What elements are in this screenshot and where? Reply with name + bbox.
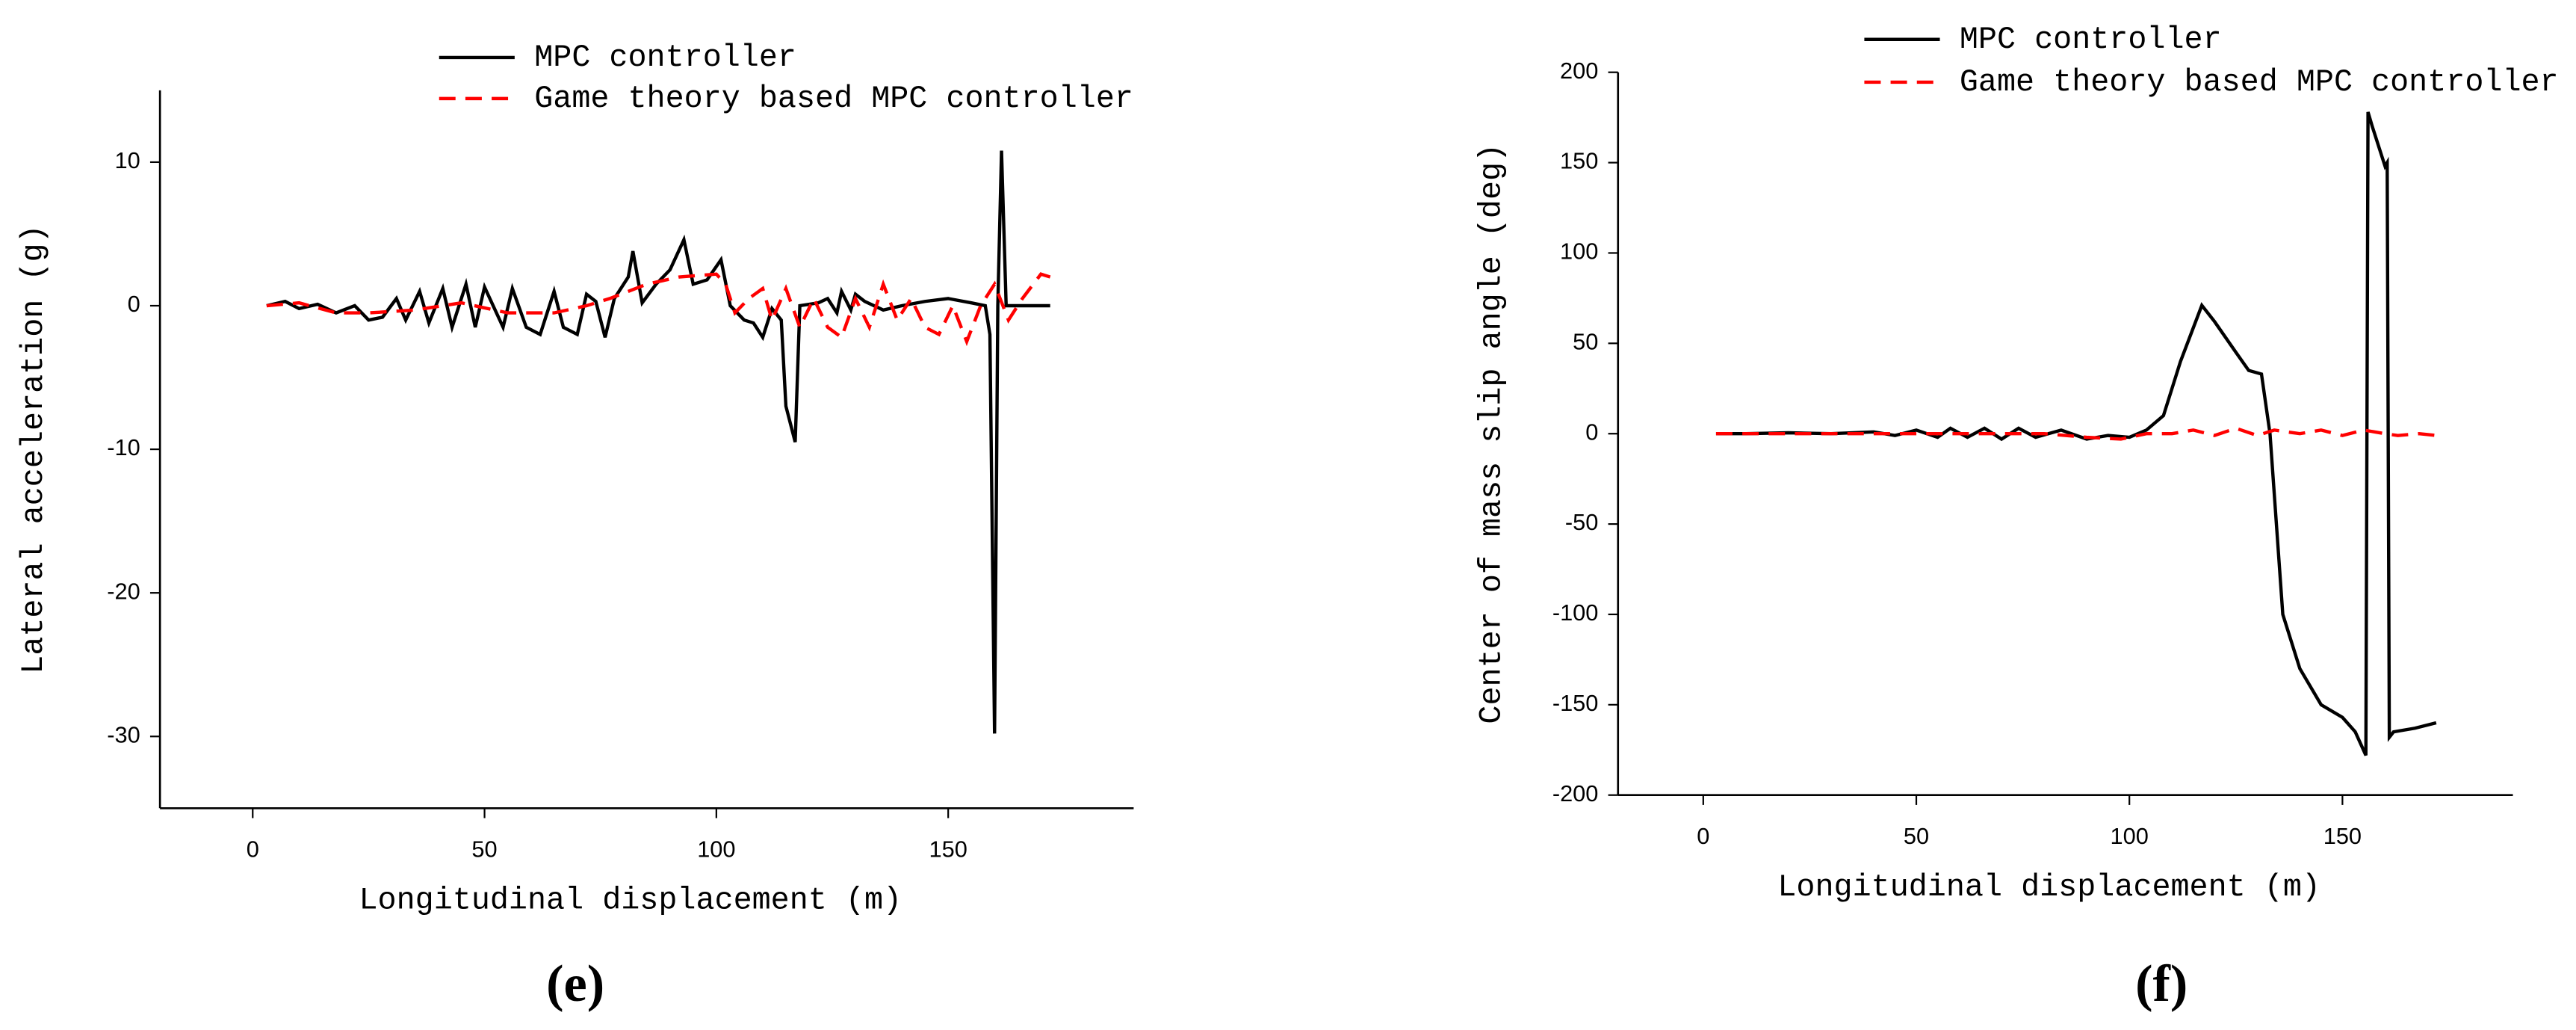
legend-label: Game theory based MPC controller [1960,64,2559,100]
y-tick-label: -20 [107,578,140,604]
y-tick-label: 200 [1560,58,1598,84]
panel-label: (e) [546,955,604,1013]
y-tick-label: -30 [107,721,140,747]
y-axis-title: Center of mass slip angle (deg) [1474,144,1510,724]
x-tick-label: 0 [1697,823,1709,849]
x-tick-label: 100 [2111,823,2149,849]
x-axis-title: Longitudinal displacement (m) [359,882,902,918]
legend-label: MPC controller [534,40,796,75]
x-tick-label: 50 [471,836,497,863]
y-tick-label: -200 [1552,780,1599,807]
series-line [266,272,1051,347]
series-line [1715,426,2437,441]
y-tick-label: 150 [1560,148,1598,174]
y-tick-label: 0 [128,291,140,317]
y-tick-label: 10 [115,147,140,173]
series-line [266,150,1050,734]
y-tick-label: 0 [1585,419,1598,445]
y-tick-label: 50 [1573,328,1598,354]
y-tick-label: -100 [1552,599,1599,626]
y-tick-label: 100 [1560,238,1598,265]
legend-label: Game theory based MPC controller [534,81,1133,117]
x-axis-title: Longitudinal displacement (m) [1777,869,2320,905]
y-tick-label: -150 [1552,690,1599,716]
x-tick-label: 100 [697,836,735,863]
x-tick-label: 150 [2323,823,2362,849]
x-tick-label: 0 [247,836,259,863]
y-tick-label: -10 [107,434,140,460]
y-axis-title: Lateral acceleration (g) [16,224,52,673]
x-tick-label: 150 [929,836,967,863]
x-tick-label: 50 [1904,823,1929,849]
legend-label: MPC controller [1960,22,2222,58]
y-tick-label: -50 [1565,509,1598,535]
panel-label: (f) [2135,955,2188,1013]
